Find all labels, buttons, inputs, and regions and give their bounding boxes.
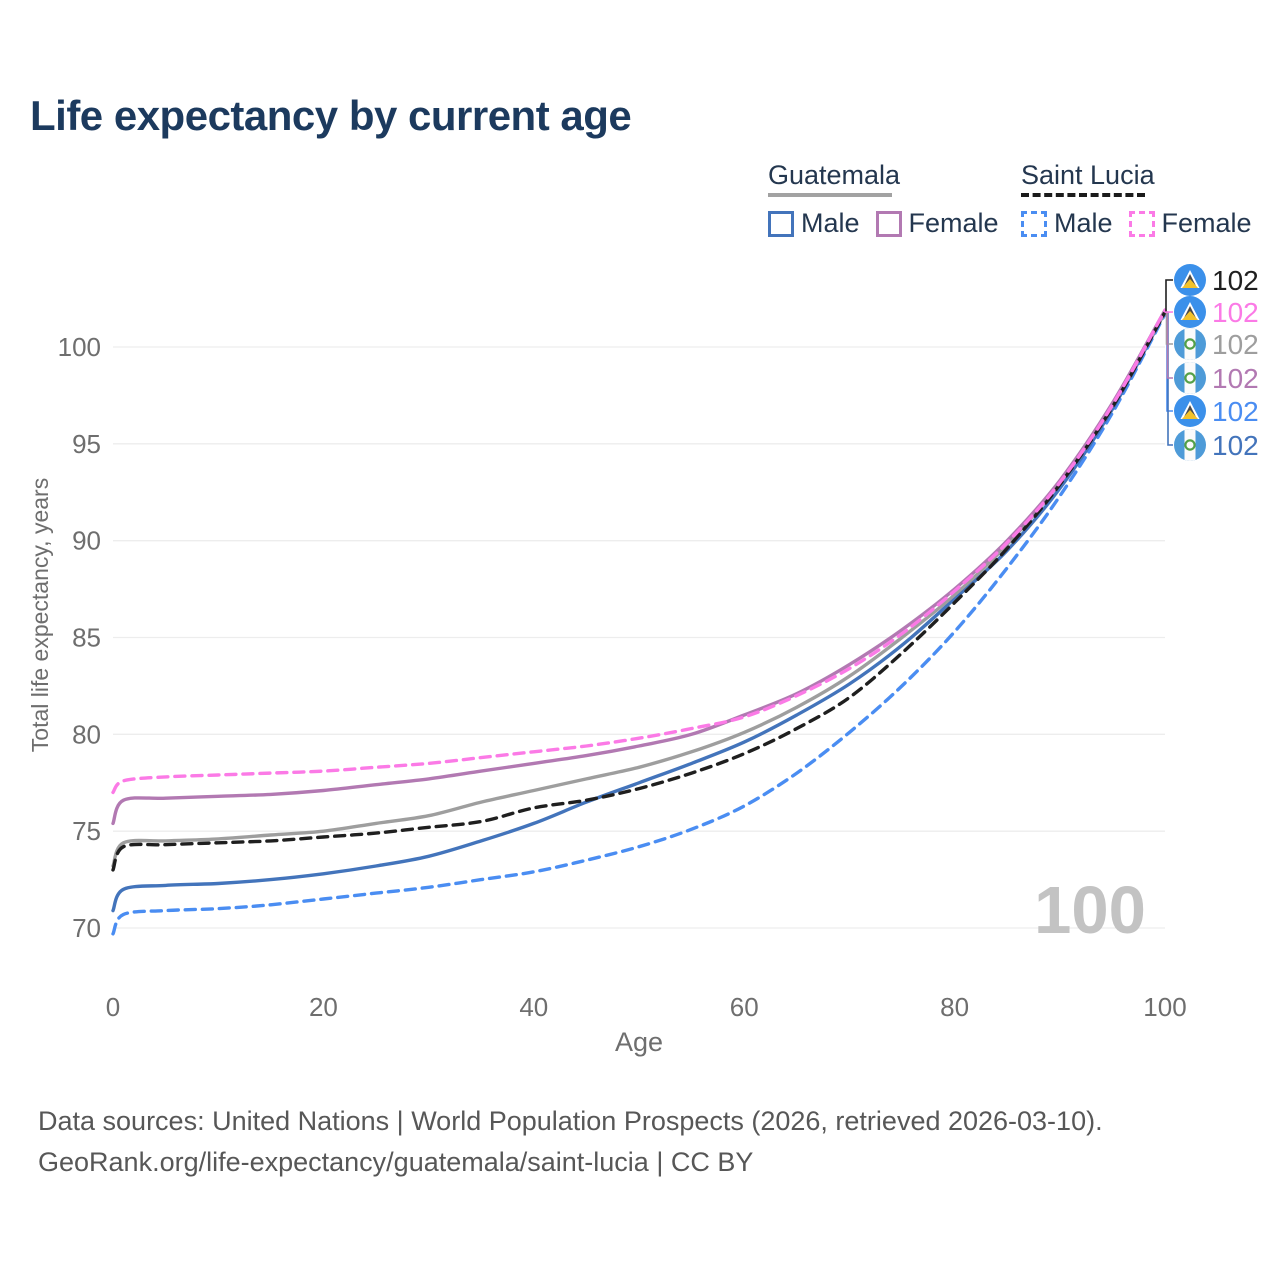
legend-group-saint-lucia: Saint Lucia Male Female (1021, 160, 1268, 239)
series-line-saint_lucia_total[interactable] (111, 310, 1167, 872)
legend-swatch-saint-lucia-female[interactable] (1128, 210, 1155, 237)
y-axis-title: Total life expectancy, years (27, 478, 53, 752)
end-label-saint_lucia_total: 102 (1212, 265, 1259, 296)
legend-swatch-saint-lucia-male[interactable] (1021, 210, 1047, 237)
y-tick-label: 75 (72, 816, 101, 846)
attribution-line: GeoRank.org/life-expectancy/guatemala/sa… (38, 1147, 754, 1177)
age-watermark: 100 (1034, 873, 1146, 948)
end-label-guatemala_male: 102 (1212, 430, 1259, 461)
y-tick-label: 70 (72, 913, 101, 943)
flag-icon-saint-lucia (1174, 395, 1206, 427)
flag-icon-guatemala (1174, 362, 1206, 394)
end-label-guatemala_total: 102 (1212, 329, 1259, 360)
x-tick-label: 40 (519, 992, 548, 1022)
y-tick-label: 95 (72, 429, 101, 459)
x-tick-label: 100 (1143, 992, 1186, 1022)
page-title: Life expectancy by current age (30, 92, 632, 139)
series-line-saint_lucia_male[interactable] (111, 312, 1167, 936)
legend-country-guatemala[interactable]: Guatemala (768, 160, 901, 190)
x-tick-label: 20 (309, 992, 338, 1022)
end-connector-saint_lucia_total (1165, 279, 1173, 313)
legend-country-saint-lucia[interactable]: Saint Lucia (1021, 160, 1155, 190)
flag-icon-saint-lucia (1174, 296, 1206, 328)
flag-icon-saint-lucia (1174, 264, 1206, 296)
legend-label-saint-lucia-male[interactable]: Male (1054, 208, 1113, 238)
x-tick-label: 80 (940, 992, 969, 1022)
series-line-saint_lucia_female[interactable] (111, 308, 1167, 795)
x-tick-label: 60 (730, 992, 759, 1022)
legend-label-guatemala-female[interactable]: Female (908, 208, 999, 238)
legend-line-sample-saint-lucia (1021, 193, 1145, 197)
end-label-guatemala_female: 102 (1212, 363, 1259, 394)
series-line-guatemala_male[interactable] (111, 310, 1167, 913)
end-label-saint_lucia_male: 102 (1212, 396, 1259, 427)
end-connector-guatemala_total (1165, 311, 1173, 345)
legend-line-sample-guatemala (768, 193, 892, 197)
legend-swatch-guatemala-female[interactable] (875, 210, 902, 237)
legend-label-saint-lucia-female[interactable]: Female (1161, 208, 1252, 238)
legend-label-guatemala-male[interactable]: Male (801, 208, 860, 238)
flag-icon-guatemala (1174, 328, 1206, 360)
data-sources-line: Data sources: United Nations | World Pop… (38, 1106, 1103, 1136)
legend-group-guatemala: Guatemala Male Female (768, 160, 1015, 239)
end-label-saint_lucia_female: 102 (1212, 297, 1259, 328)
y-tick-label: 80 (72, 719, 101, 749)
series-line-guatemala_female[interactable] (111, 308, 1167, 826)
y-tick-label: 100 (58, 332, 101, 362)
flag-icon-guatemala (1174, 429, 1206, 461)
y-tick-label: 85 (72, 623, 101, 653)
x-tick-label: 0 (106, 992, 120, 1022)
legend-swatch-guatemala-male[interactable] (768, 210, 794, 237)
x-axis-title: Age (615, 1027, 663, 1057)
y-tick-label: 90 (72, 526, 101, 556)
